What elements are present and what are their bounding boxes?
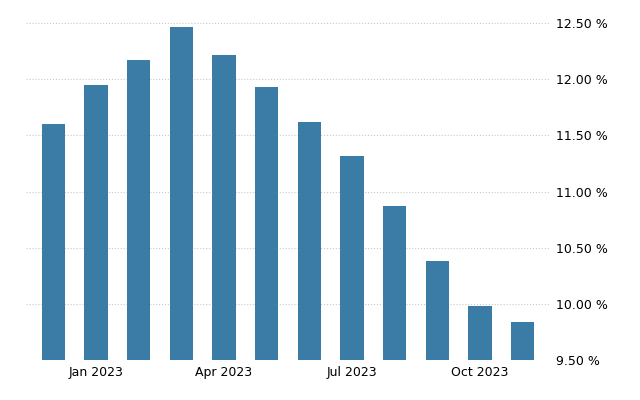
Bar	[298, 122, 321, 360]
Bar	[127, 60, 150, 360]
Bar	[426, 261, 449, 360]
Bar	[511, 322, 534, 360]
Bar	[255, 87, 278, 360]
Bar	[340, 156, 364, 360]
Bar	[383, 206, 406, 360]
Bar	[42, 124, 65, 360]
Bar	[468, 306, 492, 360]
Bar	[170, 26, 193, 360]
Bar	[84, 85, 108, 360]
Bar	[212, 55, 236, 360]
